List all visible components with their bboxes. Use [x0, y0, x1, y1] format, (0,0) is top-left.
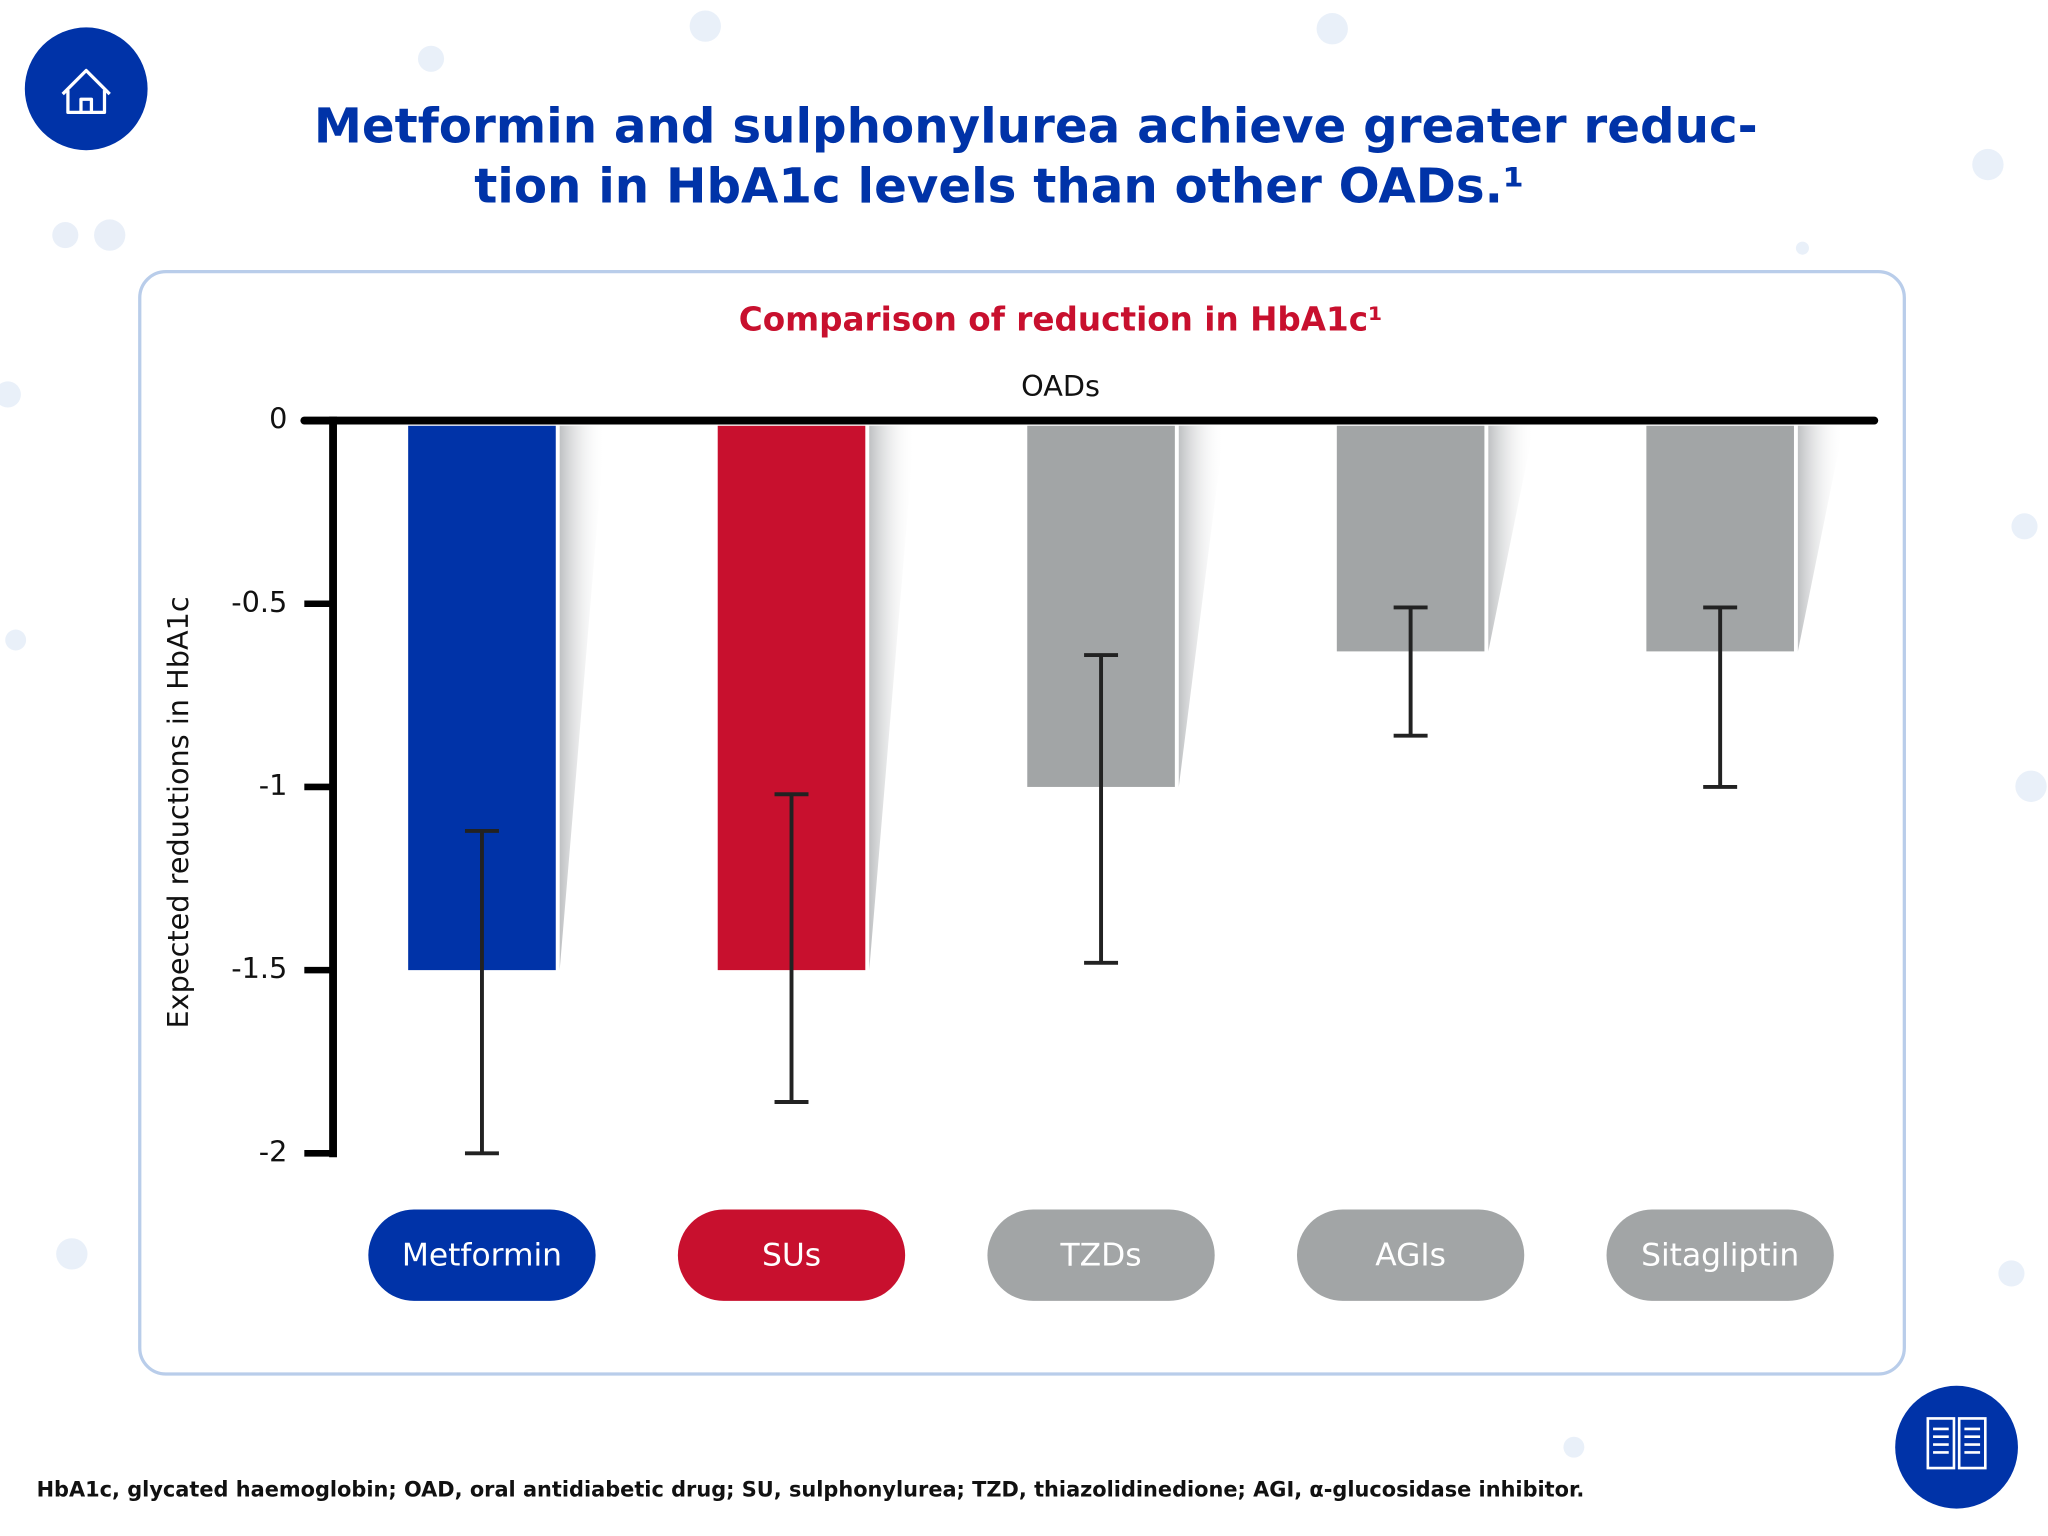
footnote: HbA1c, glycated haemoglobin; OAD, oral a…	[37, 1477, 1585, 1501]
category-pill: Metformin	[368, 1209, 596, 1301]
pill-background	[1606, 1209, 1834, 1301]
pill-background	[1296, 1209, 1525, 1301]
y-axis-title: Expected reductions in HbA1c	[161, 596, 195, 1028]
y-tick-label: -1	[259, 768, 288, 802]
chart-subtitle: Comparison of reduction in HbA1c¹	[739, 300, 1383, 338]
pill-background	[368, 1209, 596, 1301]
pill-background	[987, 1209, 1215, 1301]
title-line: tion in HbA1c levels than other OADs.¹	[474, 158, 1524, 214]
category-pill: Sitagliptin	[1606, 1209, 1834, 1301]
y-tick-label: -1.5	[231, 951, 287, 985]
error-bar	[1084, 653, 1119, 965]
y-tick-label: 0	[269, 402, 287, 436]
chart-panel	[138, 270, 1906, 1376]
x-tick-label: SUs	[762, 1237, 821, 1273]
title-line: Metformin and sulphonylurea achieve grea…	[314, 98, 1758, 154]
error-bar	[464, 828, 499, 1156]
x-tick-label: Metformin	[402, 1237, 562, 1273]
category-pill: SUs	[677, 1209, 906, 1301]
x-axis-title: OADs	[1021, 369, 1100, 403]
bar-shadow	[1178, 425, 1225, 787]
references-button[interactable]	[1895, 1385, 2018, 1509]
category-pill: TZDs	[987, 1209, 1215, 1301]
x-tick-label: TZDs	[1060, 1237, 1142, 1273]
error-bar	[774, 792, 809, 1104]
error-bar	[1703, 605, 1738, 789]
bar-shadow	[1488, 425, 1535, 652]
category-pill: AGIs	[1296, 1209, 1525, 1301]
pill-background	[677, 1209, 906, 1301]
y-tick-label: -2	[259, 1134, 288, 1168]
y-tick-label: -0.5	[231, 585, 287, 619]
x-tick-label: Sitagliptin	[1641, 1237, 1799, 1273]
bar-shadow	[1797, 425, 1844, 652]
x-tick-label: AGIs	[1375, 1237, 1446, 1273]
home-button[interactable]	[24, 27, 148, 151]
plot: 0 -0.5 -1 -1.5 -2 Metformin SUs TZDs AGIs Sitagli…	[231, 402, 1879, 1301]
error-bar	[1393, 605, 1428, 738]
